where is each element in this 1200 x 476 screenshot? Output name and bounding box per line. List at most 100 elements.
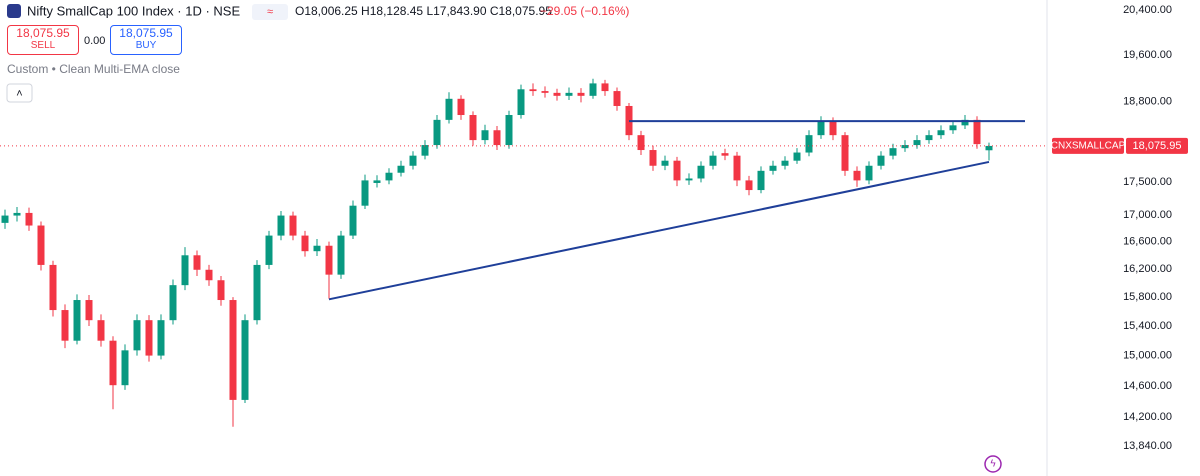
candle-body bbox=[757, 170, 765, 191]
candle-body bbox=[805, 135, 813, 153]
change: −29.05 (−0.16%) bbox=[540, 4, 629, 18]
candle-body bbox=[349, 205, 357, 236]
candle-body bbox=[649, 150, 657, 166]
y-tick-label: 20,400.00 bbox=[1123, 4, 1172, 16]
symbol-tag-label: CNXSMALLCAP bbox=[1051, 141, 1126, 152]
candle-body bbox=[373, 180, 381, 183]
y-tick-label: 13,840.00 bbox=[1123, 440, 1172, 452]
y-tick-label: 16,200.00 bbox=[1123, 263, 1172, 275]
symbol-icon bbox=[7, 4, 21, 18]
candle-body bbox=[517, 89, 525, 116]
candle-body bbox=[133, 320, 141, 351]
candle-body bbox=[457, 98, 465, 116]
candle-body bbox=[397, 165, 405, 173]
candle-body bbox=[229, 300, 237, 400]
sell-label: SELL bbox=[30, 40, 56, 51]
y-tick-label: 16,600.00 bbox=[1123, 236, 1172, 248]
candle-body bbox=[337, 235, 345, 275]
y-tick-label: 18,800.00 bbox=[1123, 96, 1172, 108]
candle-body bbox=[121, 350, 129, 386]
candle-body bbox=[673, 160, 681, 181]
y-tick-label: 19,600.00 bbox=[1123, 49, 1172, 61]
y-tick-label: 17,500.00 bbox=[1123, 176, 1172, 188]
symbol: Nifty SmallCap 100 Index · 1D · NSE bbox=[27, 3, 240, 18]
candle-body bbox=[613, 91, 621, 106]
candle-body bbox=[529, 89, 537, 92]
indicator: Custom • Clean Multi-EMA close bbox=[7, 62, 180, 76]
candle-body bbox=[865, 165, 873, 181]
y-tick-label: 15,800.00 bbox=[1123, 291, 1172, 303]
candle-body bbox=[157, 320, 165, 356]
candle-body bbox=[193, 255, 201, 270]
candle-body bbox=[949, 125, 957, 131]
candle-body bbox=[325, 245, 333, 275]
candle-body bbox=[313, 245, 321, 252]
candle-body bbox=[697, 165, 705, 179]
candle-body bbox=[985, 145, 993, 151]
buy-price: 18,075.95 bbox=[119, 26, 173, 40]
candle-body bbox=[733, 155, 741, 181]
candle-body bbox=[901, 145, 909, 149]
candle-body bbox=[721, 153, 729, 156]
y-tick-label: 14,200.00 bbox=[1123, 411, 1172, 423]
candle-body bbox=[769, 165, 777, 171]
candle-body bbox=[301, 235, 309, 252]
candle-body bbox=[589, 83, 597, 96]
price-tag-label: 18,075.95 bbox=[1133, 140, 1182, 152]
candle-body bbox=[1, 215, 9, 223]
spread: 0.00 bbox=[84, 35, 106, 47]
candle-body bbox=[493, 130, 501, 146]
candle-body bbox=[13, 212, 21, 216]
y-tick-label: 14,600.00 bbox=[1123, 380, 1172, 392]
candle-body bbox=[961, 119, 969, 126]
y-tick-label: 15,000.00 bbox=[1123, 349, 1172, 361]
candle-body bbox=[421, 145, 429, 156]
candle-body bbox=[841, 135, 849, 171]
candle-body bbox=[361, 180, 369, 206]
candle-body bbox=[205, 269, 213, 281]
candle-body bbox=[253, 264, 261, 321]
price-tag bbox=[1126, 137, 1188, 154]
alert-glyph: ϟ bbox=[990, 459, 996, 470]
candle-body bbox=[217, 280, 225, 301]
symbol-tag bbox=[1052, 137, 1124, 154]
candle-body bbox=[553, 92, 561, 96]
candle-body bbox=[85, 300, 93, 321]
compare-button[interactable] bbox=[252, 4, 288, 20]
candle-body bbox=[829, 121, 837, 136]
candle-body bbox=[889, 148, 897, 156]
candle-body bbox=[745, 180, 753, 191]
y-tick-label: 17,000.00 bbox=[1123, 209, 1172, 221]
compare-icon: ≈ bbox=[267, 6, 273, 18]
candle-body bbox=[817, 121, 825, 136]
candle-body bbox=[241, 320, 249, 400]
candle-body bbox=[709, 155, 717, 166]
trendline bbox=[328, 160, 990, 301]
candle-body bbox=[385, 172, 393, 181]
candle-body bbox=[169, 285, 177, 321]
candle-body bbox=[685, 178, 693, 181]
candle-body bbox=[637, 135, 645, 151]
candle-body bbox=[61, 310, 69, 341]
candle-body bbox=[49, 264, 57, 311]
candle-body bbox=[661, 160, 669, 166]
buy-label: BUY bbox=[135, 40, 157, 51]
candle-body bbox=[505, 115, 513, 146]
y-tick-label: 15,400.00 bbox=[1123, 320, 1172, 332]
candle-body bbox=[541, 91, 549, 93]
candle-body bbox=[853, 170, 861, 181]
candle-body bbox=[109, 340, 117, 386]
alert-icon[interactable] bbox=[984, 455, 1002, 473]
sell-button[interactable]: 18,075.95 SELL bbox=[7, 25, 79, 55]
candle-body bbox=[781, 160, 789, 166]
collapse-button[interactable] bbox=[6, 83, 33, 103]
candle-body bbox=[793, 152, 801, 161]
candle-body bbox=[445, 98, 453, 120]
candle-body bbox=[469, 115, 477, 141]
buy-button[interactable]: 18,075.95 BUY bbox=[110, 25, 182, 55]
candle-body bbox=[925, 135, 933, 141]
candle-body bbox=[25, 212, 33, 226]
candle-body bbox=[289, 215, 297, 236]
